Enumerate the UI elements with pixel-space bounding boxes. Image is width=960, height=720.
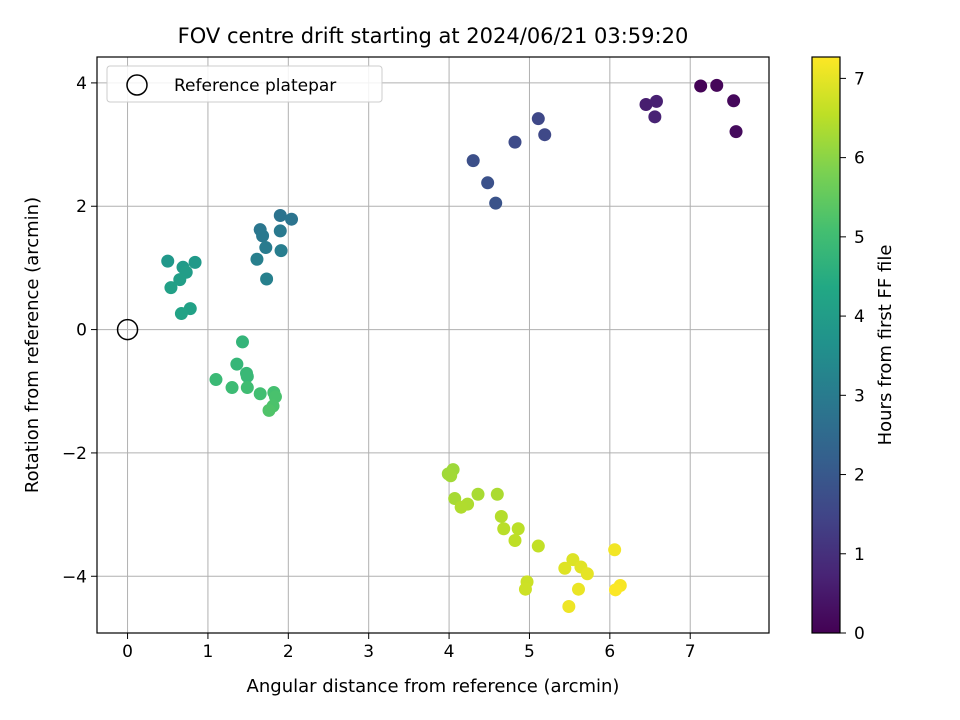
colorbar-tick-label: 0 [854,624,865,644]
y-tick-label: −2 [62,444,87,464]
data-point [161,254,175,268]
data-point [489,196,503,210]
reference-platepar-marker [116,318,139,341]
legend-marker-icon [126,74,148,96]
data-point [538,128,552,142]
data-point [259,241,273,255]
y-tick-label: 2 [76,197,87,217]
colorbar: 0 1 2 3 4 5 6 7 [811,56,865,644]
data-point [580,567,594,581]
data-point [710,78,724,92]
legend: Reference platepar [106,65,383,103]
chart-title: FOV centre drift starting at 2024/06/21 … [178,24,689,48]
data-point [240,381,254,395]
y-tick-label: 4 [76,74,87,94]
colorbar-tick-label: 1 [854,545,865,565]
data-point [188,255,202,269]
colorbar-tick-label: 7 [854,69,865,89]
data-point [256,229,270,243]
x-tick-label: 7 [685,642,696,662]
y-tick-label: 0 [76,321,87,341]
data-point [209,373,223,387]
data-point [174,307,188,321]
data-point [511,522,525,536]
data-point [235,335,249,349]
data-point [262,403,276,417]
x-tick-label: 1 [203,642,214,662]
data-point [274,244,288,258]
data-point [466,154,480,168]
data-point [608,583,622,597]
colorbar-label: Hours from first FF file [875,245,896,446]
data-point [230,357,244,371]
x-tick-label: 2 [283,642,294,662]
data-point [250,252,264,266]
colorbar-tick-label: 5 [854,228,865,248]
data-point [639,97,653,111]
data-point [273,208,287,222]
data-point [273,224,287,238]
data-point [494,509,508,523]
plot-area: 0 1 2 3 4 5 6 7 −4 −2 0 2 4 [62,56,770,662]
data-point [562,599,576,613]
plot-frame [96,56,770,634]
data-point [481,176,495,190]
data-point [285,212,299,226]
data-point [727,94,741,108]
colorbar-gradient [811,56,841,634]
data-point [608,543,622,557]
data-point [164,281,178,295]
data-point [649,94,663,108]
legend-label: Reference platepar [174,76,336,96]
data-point [173,273,187,287]
data-point [225,381,239,395]
x-tick-label: 3 [363,642,374,662]
colorbar-tick-label: 3 [854,386,865,406]
data-point [240,369,254,383]
data-point [531,112,545,126]
data-point [571,582,585,596]
data-point [531,539,545,553]
data-point [471,487,485,501]
x-tick-label: 4 [444,642,455,662]
data-point [694,79,708,93]
x-tick-label: 0 [122,642,133,662]
y-axis-label: Rotation from reference (arcmin) [22,197,43,493]
legend-box [106,65,383,103]
y-tick-label: −4 [62,567,87,587]
x-tick-label: 5 [524,642,535,662]
x-tick-label: 6 [604,642,615,662]
x-axis-label: Angular distance from reference (arcmin) [247,676,620,697]
data-point [508,533,522,547]
colorbar-tick-label: 6 [854,149,865,169]
data-point [490,487,504,501]
data-point [260,272,274,286]
data-point [454,500,468,514]
data-point [444,469,458,483]
data-point [558,561,572,575]
data-point [508,135,522,149]
data-point [497,522,511,536]
colorbar-tick-label: 4 [854,307,865,327]
colorbar-tick-label: 2 [854,466,865,486]
data-point [253,387,267,401]
data-point [648,110,662,124]
data-point [518,582,532,596]
data-point [729,125,743,139]
